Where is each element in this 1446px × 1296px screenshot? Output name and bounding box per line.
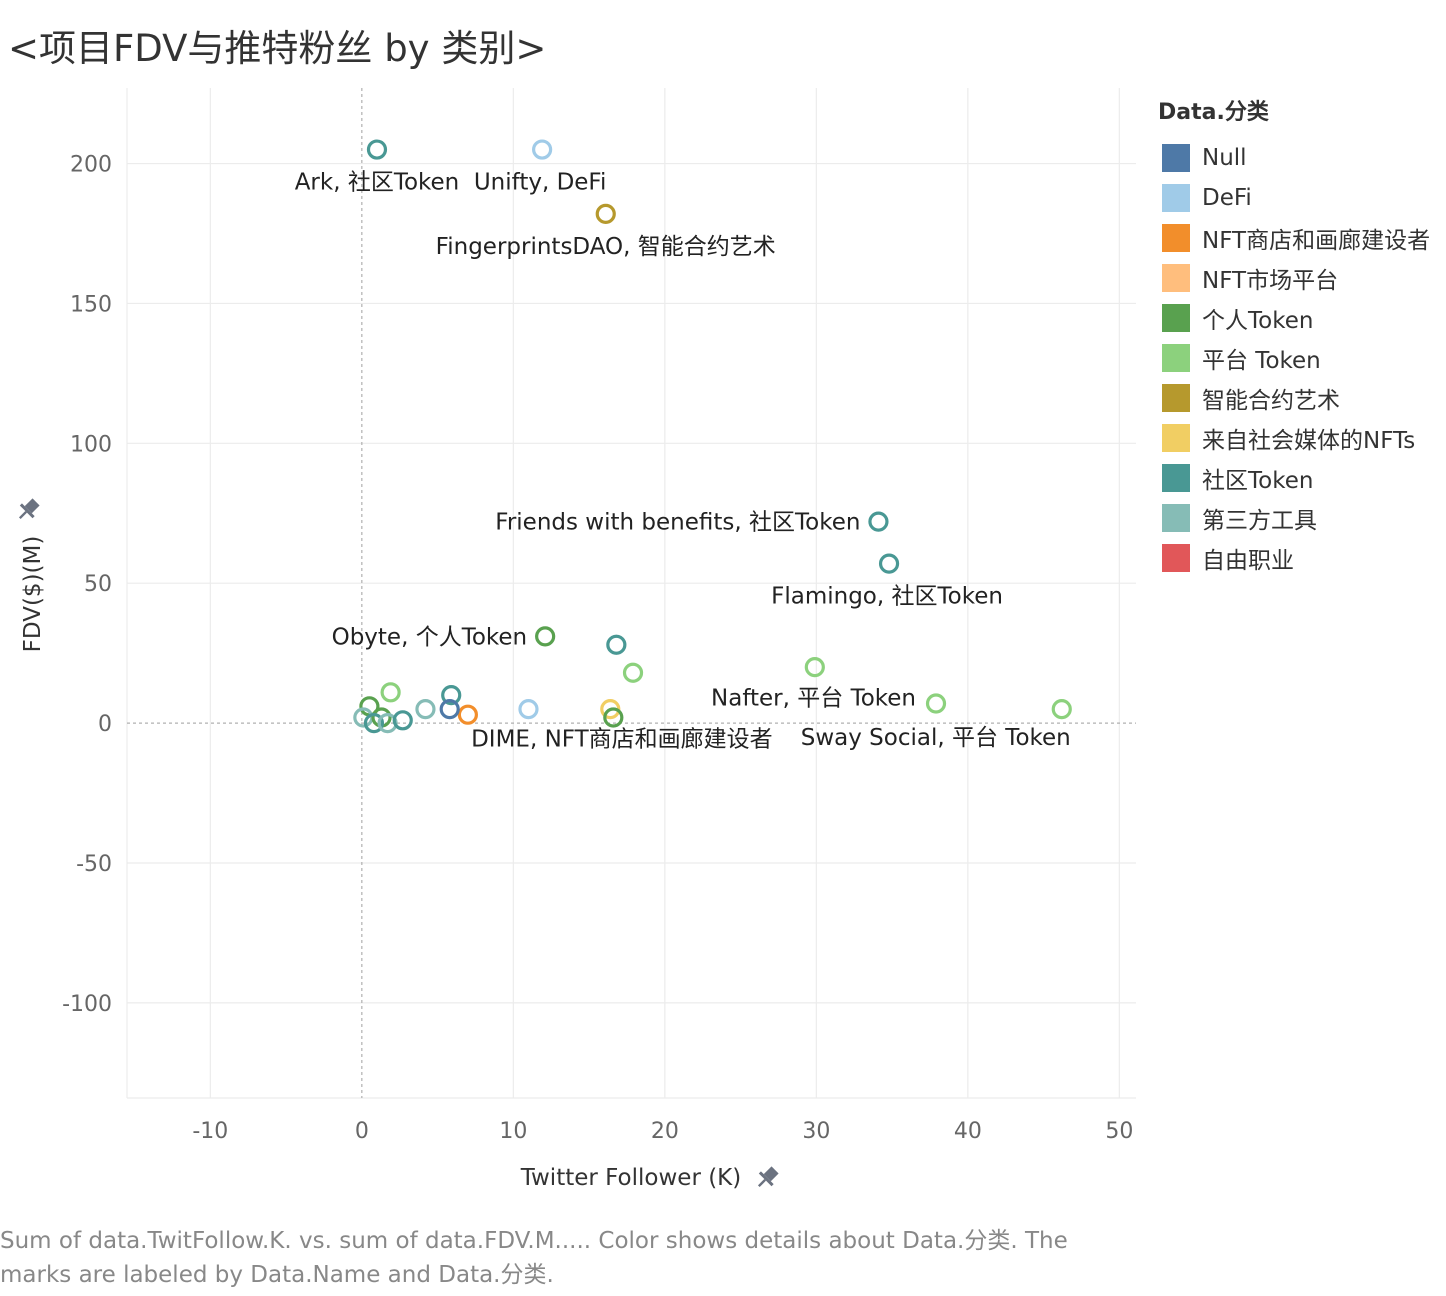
point-label: Obyte, 个人Token	[332, 624, 528, 650]
legend-label: NFT市场平台	[1202, 268, 1339, 294]
scatter-point[interactable]	[439, 699, 460, 720]
x-tick-label: 10	[499, 1119, 527, 1144]
y-tick-label: -50	[76, 852, 112, 877]
scatter-point[interactable]	[532, 139, 553, 160]
legend-item[interactable]: 平台 Token	[1158, 338, 1444, 378]
y-axis-title: FDV($)(M)	[20, 536, 46, 653]
legend-label: 智能合约艺术	[1202, 388, 1340, 414]
legend-swatch	[1162, 304, 1190, 332]
legend-swatch	[1162, 504, 1190, 532]
point-label: Unifty, DeFi	[474, 170, 607, 196]
legend-swatch	[1162, 144, 1190, 172]
legend-swatch	[1162, 264, 1190, 292]
scatter-point[interactable]	[441, 685, 462, 706]
legend-item[interactable]: 个人Token	[1158, 298, 1444, 338]
scatter-point[interactable]	[535, 626, 556, 647]
point-label: FingerprintsDAO, 智能合约艺术	[436, 234, 776, 260]
scatter-point[interactable]	[518, 699, 539, 720]
y-tick-label: 200	[70, 153, 112, 178]
x-axis-title: Twitter Follower (K)	[520, 1165, 742, 1191]
scatter-point[interactable]	[392, 710, 413, 731]
legend-item[interactable]: 第三方工具	[1158, 498, 1444, 538]
legend-swatch	[1162, 464, 1190, 492]
legend-swatch	[1162, 384, 1190, 412]
legend-label: 个人Token	[1202, 308, 1314, 334]
point-label: Flamingo, 社区Token	[771, 584, 1003, 610]
x-tick-label: 0	[355, 1119, 369, 1144]
legend-swatch	[1162, 224, 1190, 252]
scatter-point[interactable]	[1051, 699, 1072, 720]
point-label: Nafter, 平台 Token	[711, 686, 916, 712]
legend-swatch	[1162, 344, 1190, 372]
scatter-point[interactable]	[925, 693, 947, 714]
gridlines	[126, 88, 1136, 1099]
scatter-point[interactable]	[363, 712, 385, 734]
legend-item[interactable]: NFT市场平台	[1158, 258, 1444, 298]
y-tick-label: -100	[62, 992, 112, 1017]
scatter-point[interactable]	[868, 511, 889, 532]
scatter-point[interactable]	[804, 657, 825, 678]
legend-label: 平台 Token	[1202, 348, 1321, 374]
legend-label: 自由职业	[1202, 548, 1294, 574]
pin-icon[interactable]	[13, 496, 42, 525]
scatter-point[interactable]	[380, 682, 401, 703]
scatter-point[interactable]	[595, 203, 616, 225]
point-label: Friends with benefits, 社区Token	[495, 510, 860, 536]
legend-swatch	[1162, 544, 1190, 572]
chart-title: <项目FDV与推特粉丝 by 类别>	[8, 27, 547, 70]
legend: Data.分类 Null DeFi NFT商店和画廊建设者 NFT市场平台 个人Toke…	[1158, 94, 1444, 578]
legend-label: DeFi	[1202, 185, 1252, 211]
legend-label: NFT商店和画廊建设者	[1202, 228, 1431, 254]
point-label: Ark, 社区Token	[295, 170, 460, 196]
legend-label: 社区Token	[1202, 468, 1314, 494]
legend-item[interactable]: 社区Token	[1158, 458, 1444, 498]
legend-item[interactable]: NFT商店和画廊建设者	[1158, 218, 1444, 258]
legend-item[interactable]: Null	[1158, 138, 1444, 178]
scatter-point[interactable]	[603, 707, 624, 728]
y-tick-label: 100	[70, 432, 112, 457]
scatter-point[interactable]	[415, 699, 436, 720]
legend-swatch	[1162, 184, 1190, 212]
point-label: DIME, NFT商店和画廊建设者	[471, 727, 773, 753]
chart-caption: Sum of data.TwitFollow.K. vs. sum of dat…	[0, 1228, 1068, 1288]
scatter-point[interactable]	[366, 139, 388, 160]
legend-items: Null DeFi NFT商店和画廊建设者 NFT市场平台 个人Token 平台 Toke…	[1158, 138, 1444, 578]
legend-item[interactable]: 来自社会媒体的NFTs	[1158, 418, 1444, 458]
data-points	[353, 139, 1072, 734]
y-tick-label: 0	[98, 712, 112, 737]
scatter-point[interactable]	[457, 704, 478, 725]
pin-icon[interactable]	[752, 1164, 781, 1193]
scatter-point[interactable]	[622, 662, 644, 683]
legend-label: Null	[1202, 145, 1247, 171]
y-tick-label: 50	[84, 572, 112, 597]
legend-item[interactable]: DeFi	[1158, 178, 1444, 218]
scatter-point[interactable]	[606, 634, 627, 655]
x-tick-label: 20	[651, 1119, 679, 1144]
x-tick-label: 50	[1105, 1119, 1133, 1144]
point-label: Sway Social, 平台 Token	[801, 725, 1071, 751]
legend-item[interactable]: 智能合约艺术	[1158, 378, 1444, 418]
legend-swatch	[1162, 424, 1190, 452]
scatter-point[interactable]	[878, 553, 900, 574]
x-tick-label: 30	[802, 1119, 830, 1144]
legend-item[interactable]: 自由职业	[1158, 538, 1444, 578]
legend-title: Data.分类	[1158, 100, 1269, 125]
x-tick-label: 40	[954, 1119, 982, 1144]
legend-label: 第三方工具	[1202, 508, 1317, 534]
point-labels: Ark, 社区Token Unifty, DeFi FingerprintsDAO,…	[295, 170, 1071, 753]
y-tick-label: 150	[70, 292, 112, 317]
x-tick-label: -10	[192, 1119, 228, 1144]
legend-label: 来自社会媒体的NFTs	[1202, 428, 1416, 454]
